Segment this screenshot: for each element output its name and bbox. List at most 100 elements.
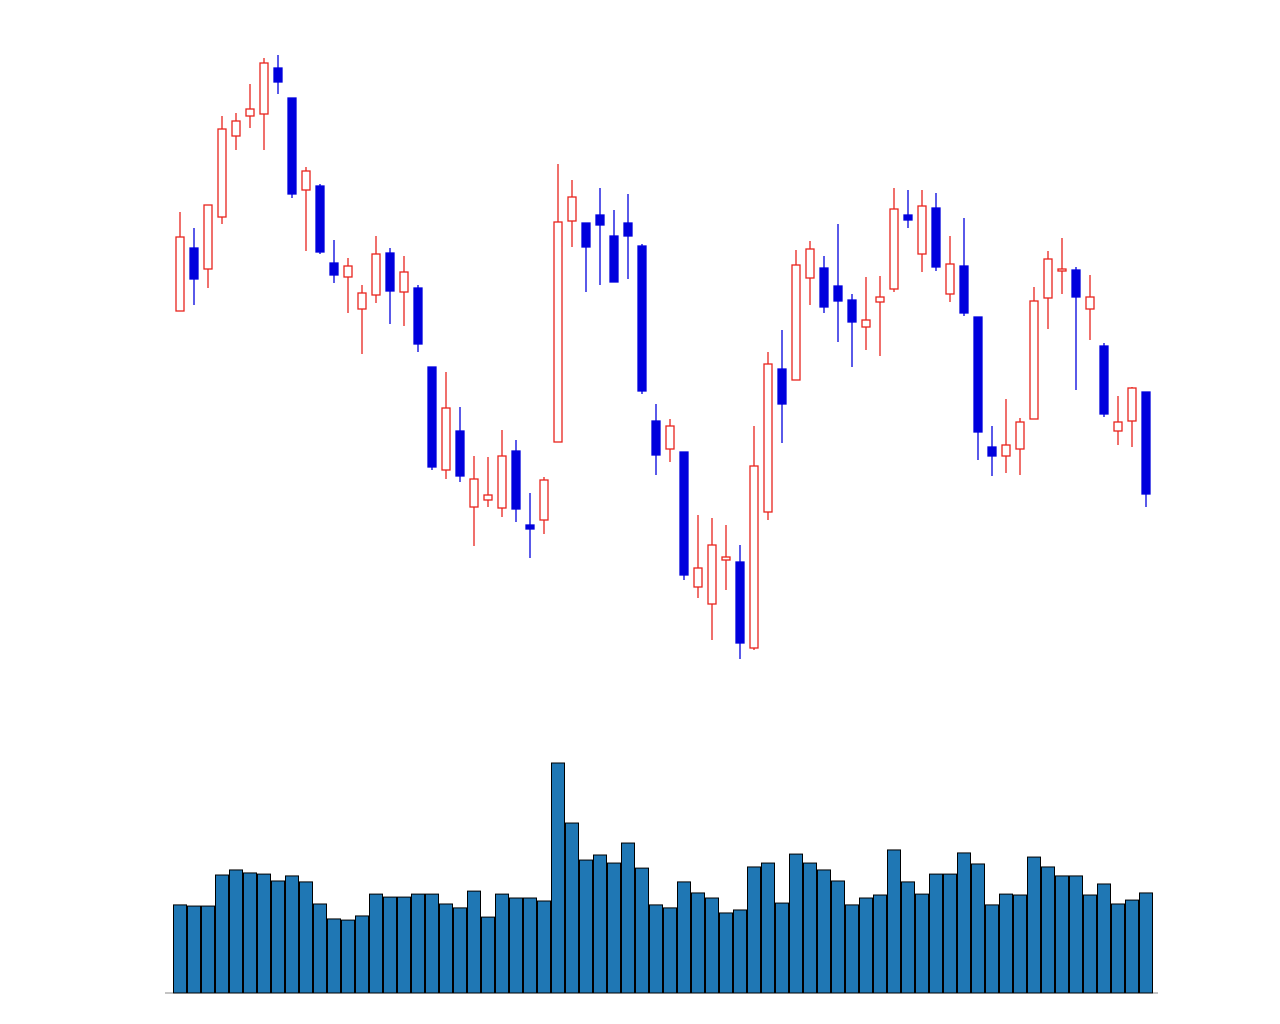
candle-body bbox=[1141, 391, 1151, 495]
volume-bar bbox=[173, 904, 187, 994]
volume-bar bbox=[621, 842, 635, 994]
candle-body bbox=[427, 366, 437, 468]
candle-body bbox=[875, 296, 885, 303]
candle-body bbox=[861, 319, 871, 328]
candle-body bbox=[399, 271, 409, 293]
candle-body bbox=[833, 285, 843, 302]
volume-bar bbox=[383, 896, 397, 994]
volume-bar bbox=[593, 854, 607, 994]
candle-body bbox=[1015, 421, 1025, 450]
candle-body bbox=[469, 478, 479, 508]
volume-bar bbox=[915, 893, 929, 994]
candle-body bbox=[385, 252, 395, 292]
volume-bar bbox=[663, 907, 677, 994]
candle-body bbox=[665, 425, 675, 450]
volume-bar bbox=[691, 892, 705, 994]
volume-bar bbox=[453, 907, 467, 994]
volume-bar bbox=[1097, 883, 1111, 994]
volume-bar bbox=[607, 862, 621, 994]
volume-bar bbox=[1027, 856, 1041, 994]
volume-bar bbox=[1055, 875, 1069, 994]
candle-body bbox=[721, 556, 731, 561]
volume-bar bbox=[747, 866, 761, 994]
volume-bar bbox=[901, 881, 915, 994]
volume-bar bbox=[887, 849, 901, 994]
candle-body bbox=[805, 248, 815, 279]
candle-body bbox=[413, 287, 423, 345]
volume-bar bbox=[551, 762, 565, 994]
candle-body bbox=[1099, 345, 1109, 415]
volume-bar bbox=[187, 905, 201, 994]
volume-bar bbox=[1041, 866, 1055, 994]
candle-body bbox=[567, 196, 577, 222]
volume-bar bbox=[957, 852, 971, 994]
candle-body bbox=[315, 185, 325, 253]
candle-body bbox=[623, 222, 633, 237]
volume-bar bbox=[859, 897, 873, 994]
candle-body bbox=[917, 205, 927, 255]
volume-bar bbox=[1069, 875, 1083, 994]
candle-body bbox=[693, 567, 703, 588]
volume-bar bbox=[831, 880, 845, 994]
volume-bar bbox=[1125, 899, 1139, 994]
candle-body bbox=[371, 253, 381, 296]
volume-bar bbox=[495, 893, 509, 994]
candle-body bbox=[889, 208, 899, 290]
candle-body bbox=[553, 221, 563, 443]
volume-bar bbox=[635, 867, 649, 994]
volume-bar bbox=[467, 890, 481, 994]
volume-bar bbox=[705, 897, 719, 994]
candle-body bbox=[357, 292, 367, 310]
candle-body bbox=[483, 494, 493, 501]
volume-bar bbox=[397, 896, 411, 994]
candle-body bbox=[1043, 258, 1053, 299]
candle-body bbox=[931, 207, 941, 268]
volume-bar bbox=[523, 897, 537, 994]
candle-body bbox=[987, 446, 997, 457]
candle-body bbox=[1001, 444, 1011, 457]
volume-bar bbox=[215, 874, 229, 994]
volume-bar bbox=[411, 893, 425, 994]
candle-body bbox=[539, 479, 549, 521]
volume-bar bbox=[425, 893, 439, 994]
volume-bar bbox=[271, 880, 285, 994]
volume-bar bbox=[313, 903, 327, 994]
candle-body bbox=[651, 420, 661, 456]
candle-body bbox=[637, 245, 647, 392]
candle-body bbox=[525, 524, 535, 530]
candle-body bbox=[455, 430, 465, 477]
candle-body bbox=[441, 407, 451, 471]
candle-body bbox=[189, 247, 199, 280]
volume-bar bbox=[873, 894, 887, 994]
candle-body bbox=[343, 265, 353, 278]
candle-body bbox=[1071, 269, 1081, 298]
candle-body bbox=[847, 299, 857, 323]
candle-body bbox=[595, 214, 605, 226]
volume-bar bbox=[299, 881, 313, 994]
candle-body bbox=[581, 222, 591, 248]
candle-body bbox=[819, 267, 829, 308]
volume-bar bbox=[1111, 903, 1125, 994]
candle-body bbox=[301, 170, 311, 191]
volume-bar bbox=[943, 873, 957, 994]
candle-body bbox=[903, 214, 913, 221]
volume-bar bbox=[509, 897, 523, 994]
volume-bar bbox=[1139, 892, 1153, 994]
candle-body bbox=[609, 235, 619, 283]
volume-bar bbox=[985, 904, 999, 994]
candle-body bbox=[203, 204, 213, 270]
volume-bar bbox=[677, 881, 691, 994]
candle-body bbox=[763, 363, 773, 513]
volume-bar bbox=[1083, 894, 1097, 994]
candle-body bbox=[1085, 296, 1095, 310]
volume-bar bbox=[817, 869, 831, 994]
volume-bar bbox=[845, 904, 859, 994]
volume-bar bbox=[341, 919, 355, 994]
volume-bar bbox=[257, 873, 271, 994]
volume-bar bbox=[789, 853, 803, 994]
volume-bar bbox=[565, 822, 579, 994]
volume-bar bbox=[733, 909, 747, 994]
volume-bar bbox=[719, 912, 733, 994]
